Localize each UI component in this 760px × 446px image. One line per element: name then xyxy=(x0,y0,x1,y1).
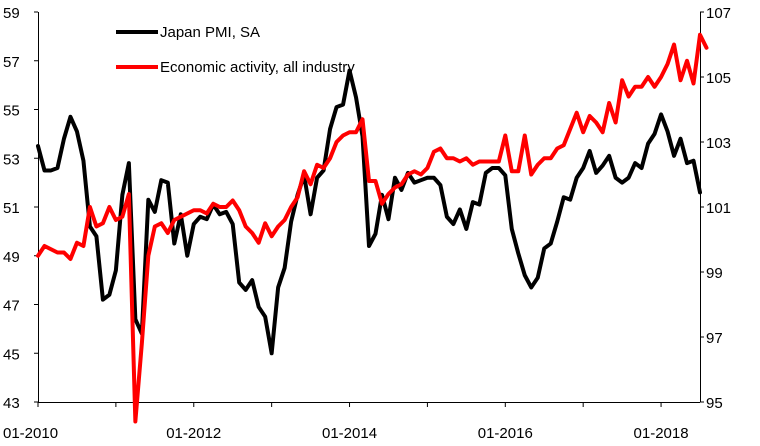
left-y-tick-label: 57 xyxy=(3,54,20,71)
left-y-tick-label: 53 xyxy=(3,151,20,168)
left-y-tick-label: 49 xyxy=(3,249,20,266)
legend-label-activity: Economic activity, all industry xyxy=(160,59,355,76)
series-line-activity xyxy=(36,32,709,424)
right-y-tick-label: 99 xyxy=(706,265,723,282)
left-y-tick-label: 51 xyxy=(3,200,20,217)
left-y-axis: 43 45 47 49 51 53 55 57 59 xyxy=(3,5,39,412)
x-tick-label: 01-2018 xyxy=(634,425,689,442)
x-tick-label: 01-2016 xyxy=(478,425,533,442)
left-y-tick-label: 47 xyxy=(3,298,20,315)
x-tick-label: 01-2010 xyxy=(3,425,58,442)
right-y-tick-label: 105 xyxy=(706,70,731,87)
x-ticks: 01-2010 01-2012 01-2014 01-2016 01-2018 xyxy=(3,402,689,442)
left-y-tick-label: 45 xyxy=(3,346,20,363)
right-y-ticks: 95 97 99 101 103 105 107 xyxy=(700,5,731,412)
series-line-pmi xyxy=(36,68,702,356)
right-y-tick-label: 103 xyxy=(706,135,731,152)
left-y-ticks: 43 45 47 49 51 53 55 57 59 xyxy=(3,5,38,412)
left-y-tick-label: 55 xyxy=(3,103,20,120)
x-tick-label: 01-2014 xyxy=(322,425,377,442)
right-y-tick-label: 97 xyxy=(706,330,723,347)
legend-label-pmi: Japan PMI, SA xyxy=(160,24,260,41)
x-tick-label: 01-2012 xyxy=(166,425,221,442)
right-y-tick-label: 101 xyxy=(706,200,731,217)
legend-item-pmi: Japan PMI, SA xyxy=(116,24,260,41)
x-axis: 01-2010 01-2012 01-2014 01-2016 01-2018 xyxy=(3,402,700,442)
legend-item-activity: Economic activity, all industry xyxy=(116,59,355,76)
series-layer xyxy=(36,32,709,424)
left-y-tick-label: 43 xyxy=(3,395,20,412)
left-y-tick-label: 59 xyxy=(3,5,20,22)
right-y-axis: 95 97 99 101 103 105 107 xyxy=(700,5,731,412)
legend: Japan PMI, SA Economic activity, all ind… xyxy=(116,24,355,76)
right-y-tick-label: 95 xyxy=(706,395,723,412)
right-y-tick-label: 107 xyxy=(706,5,731,22)
